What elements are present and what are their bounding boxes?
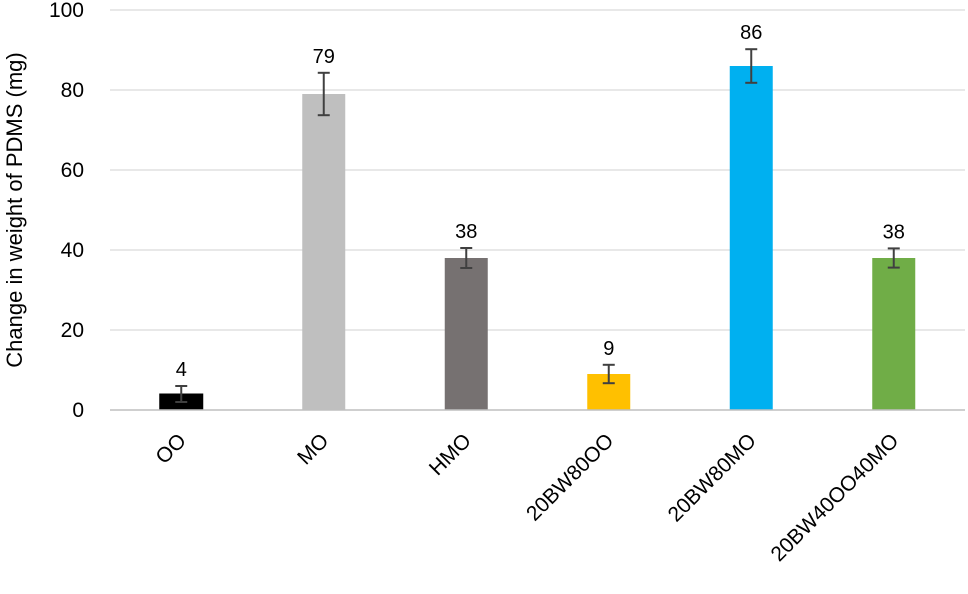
- error-bar-mo: [317, 71, 330, 117]
- error-bar-oo: [175, 385, 188, 403]
- y-tick-label: 0: [72, 399, 84, 422]
- bar-20bw40oo40mo: [872, 258, 916, 410]
- x-tick-label: 20BW80MO: [664, 429, 761, 526]
- data-label: 38: [883, 221, 905, 243]
- data-label: 4: [176, 359, 187, 381]
- x-tick-label: OO: [151, 429, 190, 468]
- bar-hmo: [444, 258, 488, 410]
- bar-20bw80mo: [729, 66, 773, 410]
- x-tick-label: 20BW80OO: [522, 429, 618, 525]
- data-label: 38: [455, 221, 477, 243]
- data-label: 9: [603, 338, 614, 360]
- data-label: 86: [740, 22, 762, 44]
- error-bar-20bw80mo: [745, 48, 758, 84]
- y-tick-label: 60: [61, 159, 84, 182]
- y-tick-label: 100: [49, 0, 84, 22]
- error-bar-hmo: [460, 247, 473, 269]
- data-label: 79: [313, 46, 335, 68]
- bar-mo: [302, 94, 346, 410]
- bars: [159, 66, 916, 411]
- error-bar-20bw40oo40mo: [887, 247, 900, 269]
- error-bar-20bw80oo: [602, 363, 615, 385]
- y-axis-title: Change in weight of PDMS (mg): [2, 52, 27, 367]
- y-tick-label: 80: [61, 79, 84, 102]
- x-tick-label: HMO: [425, 429, 476, 480]
- error-bars: [175, 48, 900, 403]
- x-tick-label: MO: [293, 429, 333, 469]
- gridlines: [110, 9, 965, 331]
- x-tick-label: 20BW40OO40MO: [767, 429, 904, 566]
- y-tick-label: 20: [61, 319, 84, 342]
- y-tick-label: 40: [61, 239, 84, 262]
